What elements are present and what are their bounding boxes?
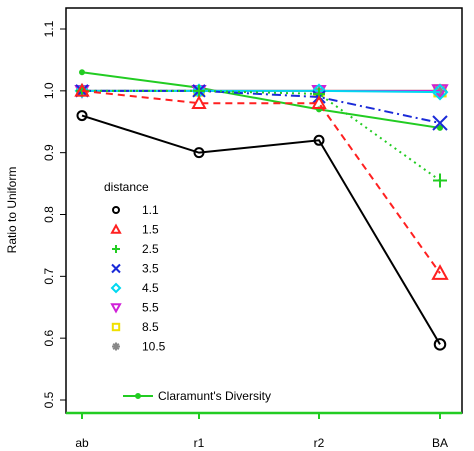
y-tick-label: 0.9 xyxy=(42,144,56,161)
legend-label: 5.5 xyxy=(142,301,159,315)
plot-frame xyxy=(65,7,463,414)
y-tick-label: 0.7 xyxy=(42,268,56,285)
series-point-1-5 xyxy=(311,95,327,109)
series-line-1-1 xyxy=(81,114,441,345)
y-tick-label: 0.5 xyxy=(42,391,56,408)
legend-marker-3-5 xyxy=(111,263,121,274)
series-point-1-1 xyxy=(433,338,447,351)
series-line-1-5 xyxy=(81,89,441,274)
series-point-2-5 xyxy=(433,173,447,188)
series-point-1-5 xyxy=(74,82,90,97)
legend-label: 4.5 xyxy=(142,281,159,295)
legend-marker-1-1 xyxy=(112,206,120,214)
y-tick-label: 1.1 xyxy=(42,20,56,37)
series-point-2-5 xyxy=(193,84,205,97)
series-point-claramunt xyxy=(79,69,85,76)
series-point-4-5 xyxy=(431,83,449,101)
series-line-claramunt xyxy=(81,71,441,129)
y-tick-label: 0.8 xyxy=(42,206,56,223)
legend-label: 8.5 xyxy=(142,320,159,334)
axes: 0.5 0.6 0.7 0.8 0.9 1.0 1.1 ab r1 r2 BA xyxy=(42,20,462,450)
legend-marker-claramunt xyxy=(135,393,141,399)
series-point-1-1 xyxy=(193,147,205,159)
legend-title: distance xyxy=(104,180,149,194)
series-point-3-5 xyxy=(432,115,448,131)
series-point-claramunt xyxy=(437,124,443,131)
x-tick-label: ab xyxy=(75,436,89,450)
legend-marker-5-5 xyxy=(110,303,122,314)
plot-area xyxy=(65,7,463,414)
y-tick-label: 0.6 xyxy=(42,330,56,347)
series-point-1-1 xyxy=(313,134,325,146)
legend-marker-4-5 xyxy=(110,282,122,294)
legend-label: 1.1 xyxy=(142,203,159,217)
y-tick-label: 1.0 xyxy=(42,82,56,99)
legend-label: 3.5 xyxy=(142,262,159,276)
legend-marker-8-5 xyxy=(111,322,121,332)
legend-marker-10-5 xyxy=(112,342,120,351)
y-axis-label: Ratio to Uniform xyxy=(5,167,19,254)
series-point-1-5 xyxy=(191,95,207,109)
x-tick-label: r2 xyxy=(314,436,325,450)
x-tick-label: r1 xyxy=(194,436,205,450)
series-line-3-5 xyxy=(82,89,441,124)
legend-marker-2-5 xyxy=(112,245,120,253)
series-point-1-5 xyxy=(431,264,449,280)
x-tick-label: BA xyxy=(432,436,448,450)
series-point-1-1 xyxy=(76,110,88,122)
legend-marker-1-5 xyxy=(110,223,122,234)
legend: distance 1.1 1.5 2.5 3.5 4.5 5.5 8.5 10.5 Claram… xyxy=(104,180,271,403)
series-layer xyxy=(74,69,449,351)
legend-label: 10.5 xyxy=(142,340,166,354)
legend-label-claramunt: Claramunt's Diversity xyxy=(158,389,271,403)
legend-label: 1.5 xyxy=(142,223,159,237)
legend-label: 2.5 xyxy=(142,242,159,256)
